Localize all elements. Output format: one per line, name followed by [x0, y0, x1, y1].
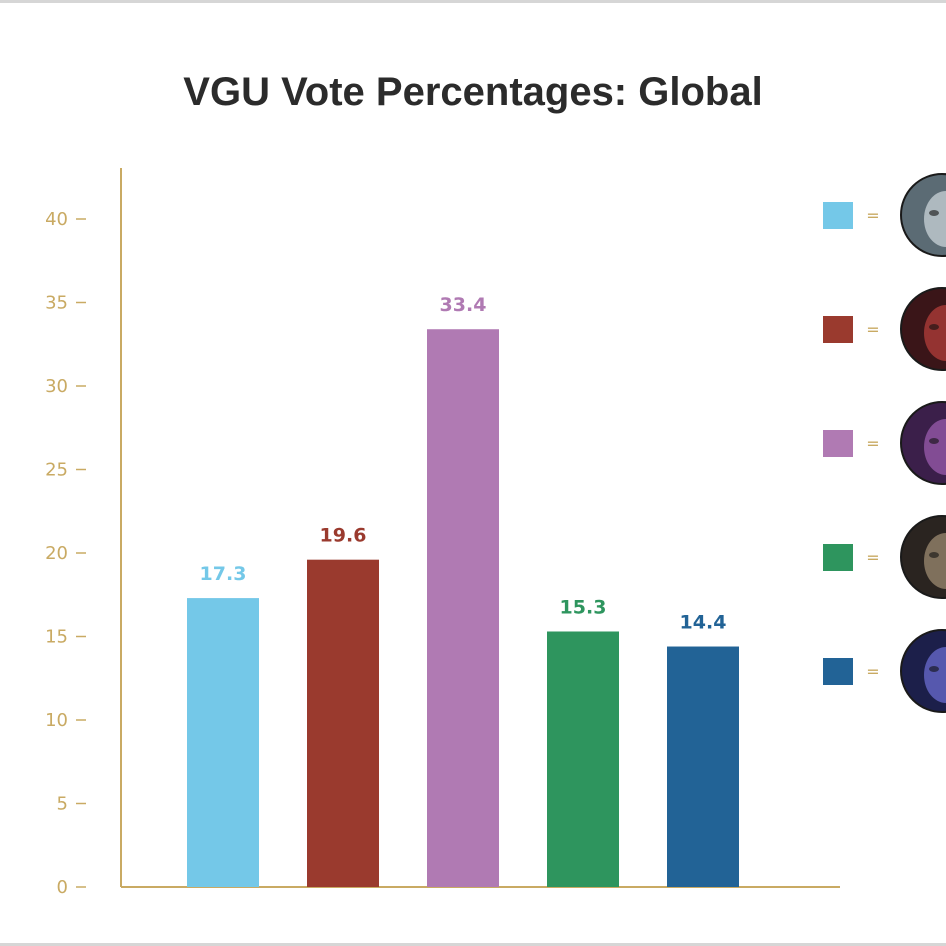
y-tick-label: 35	[45, 293, 68, 314]
chart-title: VGU Vote Percentages: Global	[183, 70, 763, 114]
legend-swatch	[823, 202, 853, 229]
legend-equals: =	[866, 662, 879, 681]
bar-value-label: 19.6	[320, 525, 367, 547]
y-tick-label: 5	[57, 794, 68, 815]
legend-equals: =	[866, 434, 879, 453]
legend: = = = = =	[823, 173, 946, 713]
champion-portrait-purple-beast	[900, 401, 946, 485]
bars	[187, 329, 739, 888]
bar	[307, 559, 379, 887]
legend-swatch	[823, 316, 853, 343]
data-labels: 17.3 19.6 33.4 15.3 14.4	[200, 294, 727, 633]
legend-swatch	[823, 430, 853, 457]
champion-portrait-red-haired-woman	[900, 287, 946, 371]
champion-portrait-dark-warrior	[900, 515, 946, 599]
bar	[427, 329, 499, 888]
legend-equals: =	[866, 206, 879, 225]
y-tick-label: 40	[45, 209, 68, 230]
y-tick-label: 15	[45, 627, 68, 648]
y-tick-label: 30	[45, 376, 68, 397]
y-tick-label: 10	[45, 710, 68, 731]
bar	[187, 598, 259, 887]
bar	[667, 646, 739, 887]
bar-value-label: 15.3	[560, 596, 607, 618]
champion-portrait-armored-knight	[900, 173, 946, 257]
y-tick-label: 25	[45, 460, 68, 481]
legend-equals: =	[866, 320, 879, 339]
bar	[547, 631, 619, 887]
legend-swatch	[823, 544, 853, 571]
legend-equals: =	[866, 548, 879, 567]
bar-value-label: 14.4	[680, 612, 727, 634]
bar-value-label: 33.4	[440, 294, 487, 316]
legend-swatch	[823, 658, 853, 685]
champion-portrait-void-creature	[900, 629, 946, 713]
bar-value-label: 17.3	[200, 563, 247, 585]
y-tick-label: 20	[45, 543, 68, 564]
y-tick-label: 0	[57, 877, 68, 898]
